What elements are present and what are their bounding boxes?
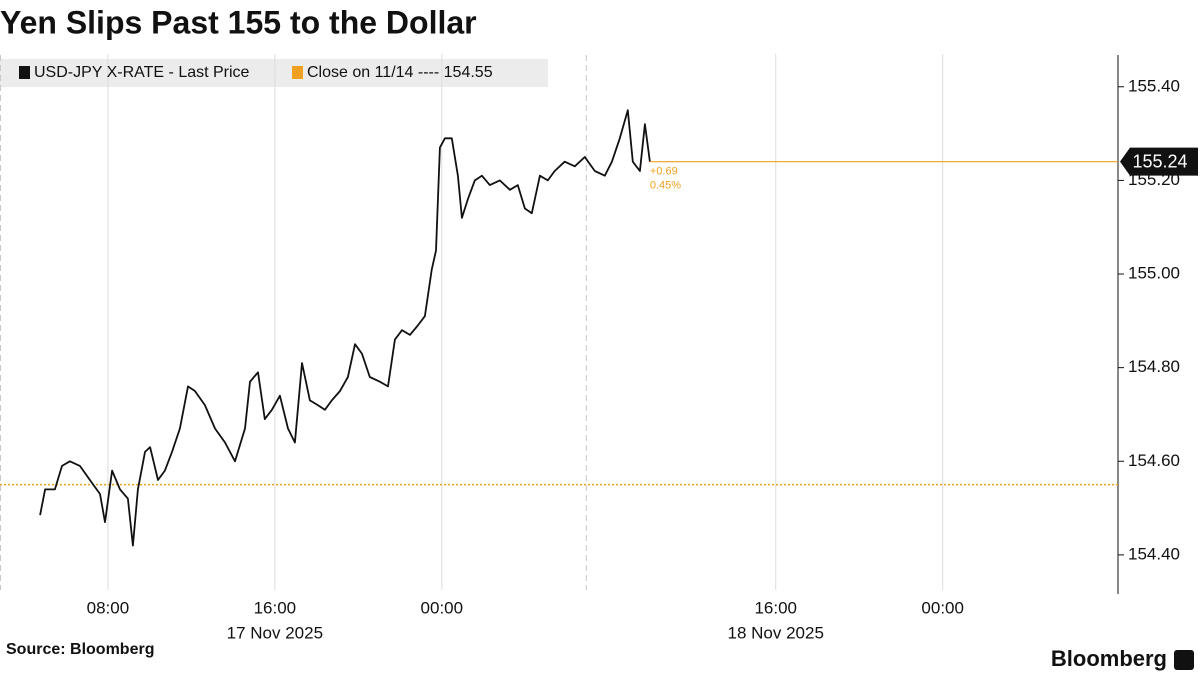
y-tick-label: 154.60 xyxy=(1128,451,1180,470)
y-tick-label: 155.40 xyxy=(1128,76,1180,95)
x-tick-label: 00:00 xyxy=(421,598,464,617)
x-tick-label: 08:00 xyxy=(87,598,130,617)
x-tick-label: 16:00 xyxy=(754,598,797,617)
x-tick-label: 16:00 xyxy=(254,598,297,617)
legend-label: USD-JPY X-RATE - Last Price xyxy=(34,64,250,81)
brand: Bloomberg xyxy=(1051,646,1167,671)
last-price-label: 155.24 xyxy=(1132,151,1187,171)
y-tick-label: 154.40 xyxy=(1128,544,1180,563)
y-tick-label: 154.80 xyxy=(1128,357,1180,376)
legend-swatch xyxy=(19,66,30,79)
date-label: 17 Nov 2025 xyxy=(227,623,323,642)
chart-title: Yen Slips Past 155 to the Dollar xyxy=(0,4,477,40)
price-line xyxy=(39,109,651,547)
x-tick-label: 00:00 xyxy=(921,598,964,617)
brand-icon xyxy=(1174,650,1194,670)
legend-box xyxy=(0,59,548,87)
source: Source: Bloomberg xyxy=(6,641,154,658)
change: +0.69 xyxy=(650,166,678,178)
date-label: 18 Nov 2025 xyxy=(728,623,824,642)
legend-label: Close on 11/14 ---- 154.55 xyxy=(307,64,493,81)
legend-swatch xyxy=(292,66,303,79)
y-tick-label: 155.00 xyxy=(1128,264,1180,283)
last-price-tag xyxy=(1120,147,1198,176)
change-pct: 0.45% xyxy=(650,180,681,192)
